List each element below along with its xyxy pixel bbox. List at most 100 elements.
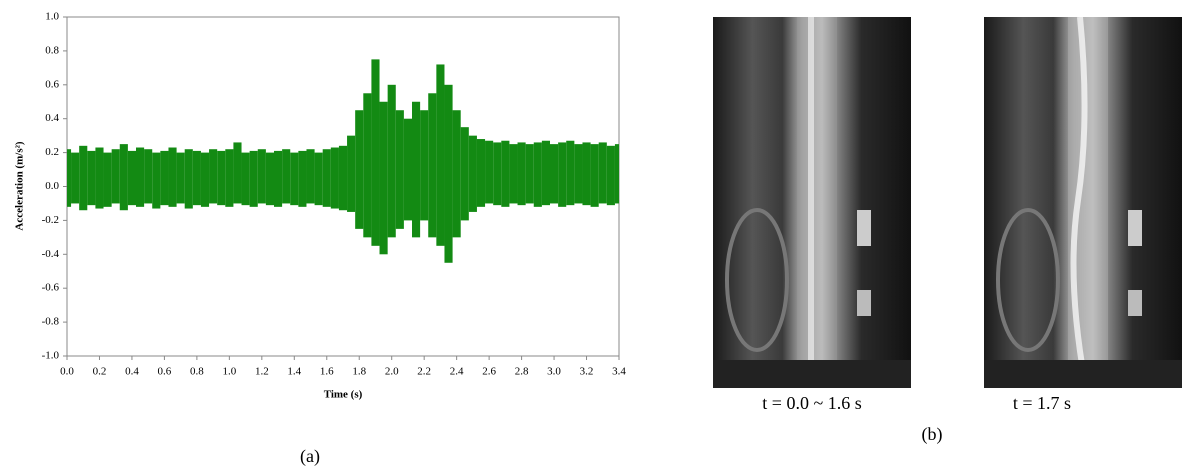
- signal-envelope: [184, 149, 193, 209]
- x-tick-label: 0.8: [190, 366, 204, 378]
- signal-envelope: [590, 144, 599, 207]
- x-tick-label: 1.4: [287, 366, 301, 378]
- x-tick-label: 0.4: [125, 366, 139, 378]
- signal-envelope: [168, 147, 177, 207]
- signal-envelope: [347, 135, 356, 212]
- signal-envelope: [501, 140, 510, 207]
- y-tick-label: -0.2: [42, 214, 59, 226]
- signal-envelope: [290, 152, 299, 206]
- signal-envelope: [176, 152, 185, 204]
- signal-envelope: [412, 101, 421, 238]
- signal-envelope: [103, 152, 112, 207]
- signal-envelope: [476, 139, 486, 207]
- x-tick-label: 1.6: [320, 366, 334, 378]
- signal-envelope: [541, 140, 550, 206]
- signal-envelope: [330, 147, 339, 209]
- signal-envelope: [485, 140, 494, 204]
- x-tick-label: 0.6: [158, 366, 172, 378]
- signal-envelope: [363, 93, 372, 238]
- photo-caption: t = 0.0 ~ 1.6 s: [762, 393, 861, 413]
- signal-envelope: [152, 152, 161, 209]
- signal-envelope: [322, 149, 331, 207]
- signal-envelope: [558, 142, 567, 207]
- x-tick-label: 2.0: [385, 366, 399, 378]
- signal-envelope: [87, 150, 96, 206]
- y-tick-label: 0.0: [45, 180, 59, 192]
- signal-envelope: [200, 152, 210, 207]
- panel-label: (a): [300, 446, 320, 467]
- x-tick-label: 2.4: [450, 366, 464, 378]
- signal-envelope: [420, 110, 429, 221]
- signal-envelope: [614, 144, 619, 204]
- signal-envelope: [509, 144, 518, 204]
- signal-envelope: [525, 144, 534, 204]
- signal-envelope: [550, 144, 559, 204]
- signal-envelope: [387, 84, 396, 238]
- signal-envelope: [257, 149, 266, 204]
- signal-envelope: [249, 150, 258, 207]
- signal-envelope: [428, 93, 437, 238]
- x-tick-label: 2.6: [482, 366, 496, 378]
- panel-label: (b): [922, 424, 943, 445]
- signal-envelope: [452, 110, 461, 238]
- signal-envelope: [233, 142, 242, 204]
- signal-envelope: [582, 142, 591, 206]
- signal-envelope: [338, 145, 348, 211]
- signal-envelope: [67, 149, 72, 207]
- signal-envelope: [574, 144, 583, 204]
- y-tick-label: 0.4: [45, 112, 59, 124]
- x-tick-label: 2.8: [515, 366, 529, 378]
- signal-envelope: [274, 150, 283, 207]
- y-tick-label: -0.4: [42, 248, 60, 260]
- signal-envelope: [144, 149, 153, 204]
- photo-2: [984, 16, 1182, 389]
- x-axis-title: Time (s): [324, 389, 363, 401]
- y-tick-label: 0.8: [45, 44, 59, 56]
- y-tick-label: 0.6: [45, 78, 59, 90]
- x-tick-label: 1.2: [255, 366, 269, 378]
- signal-envelope: [160, 150, 169, 206]
- signal-envelope: [79, 145, 88, 211]
- y-tick-label: 0.2: [45, 146, 59, 158]
- x-tick-label: 1.8: [352, 366, 366, 378]
- signal-envelope: [468, 135, 477, 212]
- photo-caption: t = 1.7 s: [1013, 393, 1071, 413]
- signal-envelope: [395, 110, 404, 229]
- photo-1: [713, 17, 911, 388]
- signal-envelope: [119, 144, 128, 211]
- y-axis-title: Acceleration (m/s²): [14, 141, 26, 230]
- x-tick-label: 2.2: [417, 366, 431, 378]
- signal-envelope: [606, 145, 615, 206]
- x-tick-label: 3.0: [547, 366, 561, 378]
- signal-envelope: [209, 149, 218, 204]
- x-tick-label: 0.2: [93, 366, 107, 378]
- signal-envelope: [355, 110, 364, 229]
- signal-envelope: [371, 59, 380, 246]
- signal-envelope: [314, 152, 323, 206]
- signal-envelope: [282, 149, 291, 204]
- signal-envelope: [225, 149, 234, 207]
- signal-envelope: [136, 147, 145, 207]
- x-tick-label: 3.4: [612, 366, 626, 378]
- signal-envelope: [217, 150, 226, 206]
- signal-envelope: [192, 150, 201, 206]
- y-tick-label: -1.0: [42, 350, 60, 362]
- signal-envelope: [460, 127, 469, 221]
- signal-envelope: [298, 150, 307, 207]
- signal-envelope: [71, 152, 80, 204]
- signal-envelope: [493, 142, 502, 206]
- signal-envelope: [403, 118, 412, 221]
- signal-envelope: [265, 152, 274, 206]
- x-tick-label: 0.0: [60, 366, 74, 378]
- signal-envelope: [379, 101, 388, 255]
- y-tick-label: 1.0: [45, 11, 59, 23]
- signal-envelope: [241, 152, 250, 206]
- x-tick-label: 1.0: [222, 366, 236, 378]
- signal-envelope: [598, 142, 607, 204]
- signal-envelope: [517, 142, 526, 206]
- signal-envelope: [306, 149, 315, 204]
- signal-envelope: [111, 149, 120, 204]
- signal-envelope: [436, 64, 445, 246]
- signal-envelope: [566, 140, 575, 206]
